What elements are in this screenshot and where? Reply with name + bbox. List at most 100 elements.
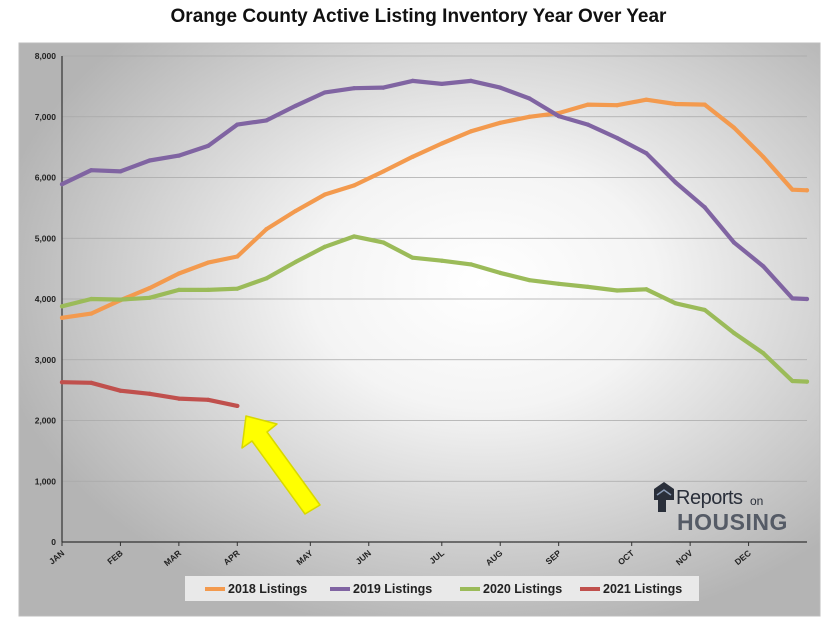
data-point-2018 (147, 285, 152, 291)
data-point-2020 (644, 287, 649, 292)
logo-word-housing: HOUSING (677, 509, 788, 535)
data-point-2018 (176, 271, 181, 276)
data-point-2018 (381, 169, 386, 174)
data-point-2018 (673, 101, 678, 107)
chart-title: Orange County Active Listing Inventory Y… (170, 6, 667, 27)
data-point-2018 (527, 114, 532, 119)
data-point-2021 (59, 380, 65, 385)
data-point-2019 (527, 96, 532, 101)
data-point-2018 (59, 315, 65, 320)
data-point-2019 (498, 85, 503, 90)
legend-label-2018: 2018 Listings (228, 582, 307, 596)
data-point-2019 (731, 240, 737, 245)
data-point-2018 (264, 227, 269, 232)
data-point-2020 (410, 255, 415, 260)
data-point-2021 (147, 391, 152, 396)
data-point-2019 (468, 78, 474, 84)
y-tick-label: 1,000 (35, 476, 57, 486)
data-point-2020 (673, 301, 678, 306)
data-point-2018 (790, 187, 795, 192)
legend-label-2019: 2019 Listings (353, 582, 432, 596)
data-point-2020 (804, 379, 810, 384)
data-point-2018 (235, 254, 240, 259)
data-point-2019 (790, 296, 795, 301)
legend-label-2021: 2021 Listings (603, 582, 682, 596)
data-point-2020 (790, 378, 795, 384)
y-tick-label: 5,000 (35, 233, 57, 243)
data-point-2018 (498, 120, 503, 125)
data-point-2020 (527, 278, 532, 283)
data-point-2020 (439, 258, 444, 263)
data-point-2021 (176, 396, 181, 401)
data-point-2021 (89, 380, 94, 385)
data-point-2019 (556, 114, 561, 119)
data-point-2019 (352, 86, 357, 91)
data-point-2018 (89, 311, 94, 316)
data-point-2020 (352, 234, 357, 239)
data-point-2018 (352, 183, 357, 188)
data-point-2018 (439, 141, 444, 146)
data-point-2019 (673, 180, 678, 185)
data-point-2019 (89, 168, 94, 173)
data-point-2021 (235, 403, 240, 409)
data-point-2020 (264, 276, 269, 281)
data-point-2019 (614, 135, 620, 141)
data-point-2019 (439, 81, 444, 87)
data-point-2018 (804, 188, 810, 193)
data-point-2020 (293, 259, 298, 265)
reports-on-housing-logo: Reports on HOUSING (654, 482, 788, 535)
data-point-2018 (644, 97, 649, 102)
data-point-2019 (644, 151, 649, 156)
data-point-2019 (176, 153, 181, 158)
data-point-2020 (614, 288, 620, 293)
legend-box (185, 576, 699, 601)
data-point-2020 (118, 297, 123, 302)
y-tick-label: 4,000 (35, 294, 57, 304)
data-point-2020 (761, 350, 766, 356)
data-point-2020 (59, 304, 65, 309)
data-point-2018 (761, 154, 766, 159)
data-point-2021 (205, 397, 211, 402)
data-point-2019 (59, 182, 65, 187)
data-point-2020 (381, 240, 386, 245)
data-point-2019 (761, 264, 766, 269)
y-tick-label: 8,000 (35, 51, 57, 61)
data-point-2020 (731, 330, 737, 336)
y-tick-label: 6,000 (35, 173, 57, 183)
data-point-2018 (468, 129, 474, 134)
data-point-2018 (614, 103, 620, 108)
data-point-2019 (264, 118, 269, 123)
data-point-2020 (147, 295, 152, 300)
y-tick-label: 3,000 (35, 355, 57, 365)
data-point-2018 (702, 102, 707, 107)
data-point-2020 (205, 287, 211, 292)
data-point-2021 (118, 388, 123, 393)
data-point-2019 (205, 143, 211, 149)
data-point-2020 (585, 284, 590, 289)
data-point-2020 (322, 244, 328, 249)
data-point-2018 (322, 192, 328, 197)
data-point-2020 (176, 287, 181, 292)
data-point-2019 (410, 78, 415, 84)
data-point-2019 (147, 158, 152, 163)
data-point-2018 (410, 154, 415, 159)
y-tick-label: 0 (51, 537, 56, 547)
data-point-2019 (118, 169, 123, 174)
data-point-2020 (556, 281, 561, 286)
data-point-2018 (731, 125, 737, 130)
data-point-2019 (293, 103, 298, 108)
data-point-2019 (381, 85, 386, 90)
data-point-2020 (498, 270, 503, 275)
logo-word-reports: Reports (676, 487, 743, 509)
data-point-2020 (702, 307, 707, 313)
data-point-2019 (235, 122, 240, 127)
data-point-2019 (322, 90, 328, 95)
data-point-2018 (293, 208, 298, 214)
y-tick-label: 7,000 (35, 112, 57, 122)
data-point-2020 (89, 296, 94, 302)
annotation-arrow (241, 415, 321, 515)
y-tick-label: 2,000 (35, 416, 57, 426)
data-point-2019 (702, 205, 707, 210)
data-point-2019 (804, 296, 810, 302)
